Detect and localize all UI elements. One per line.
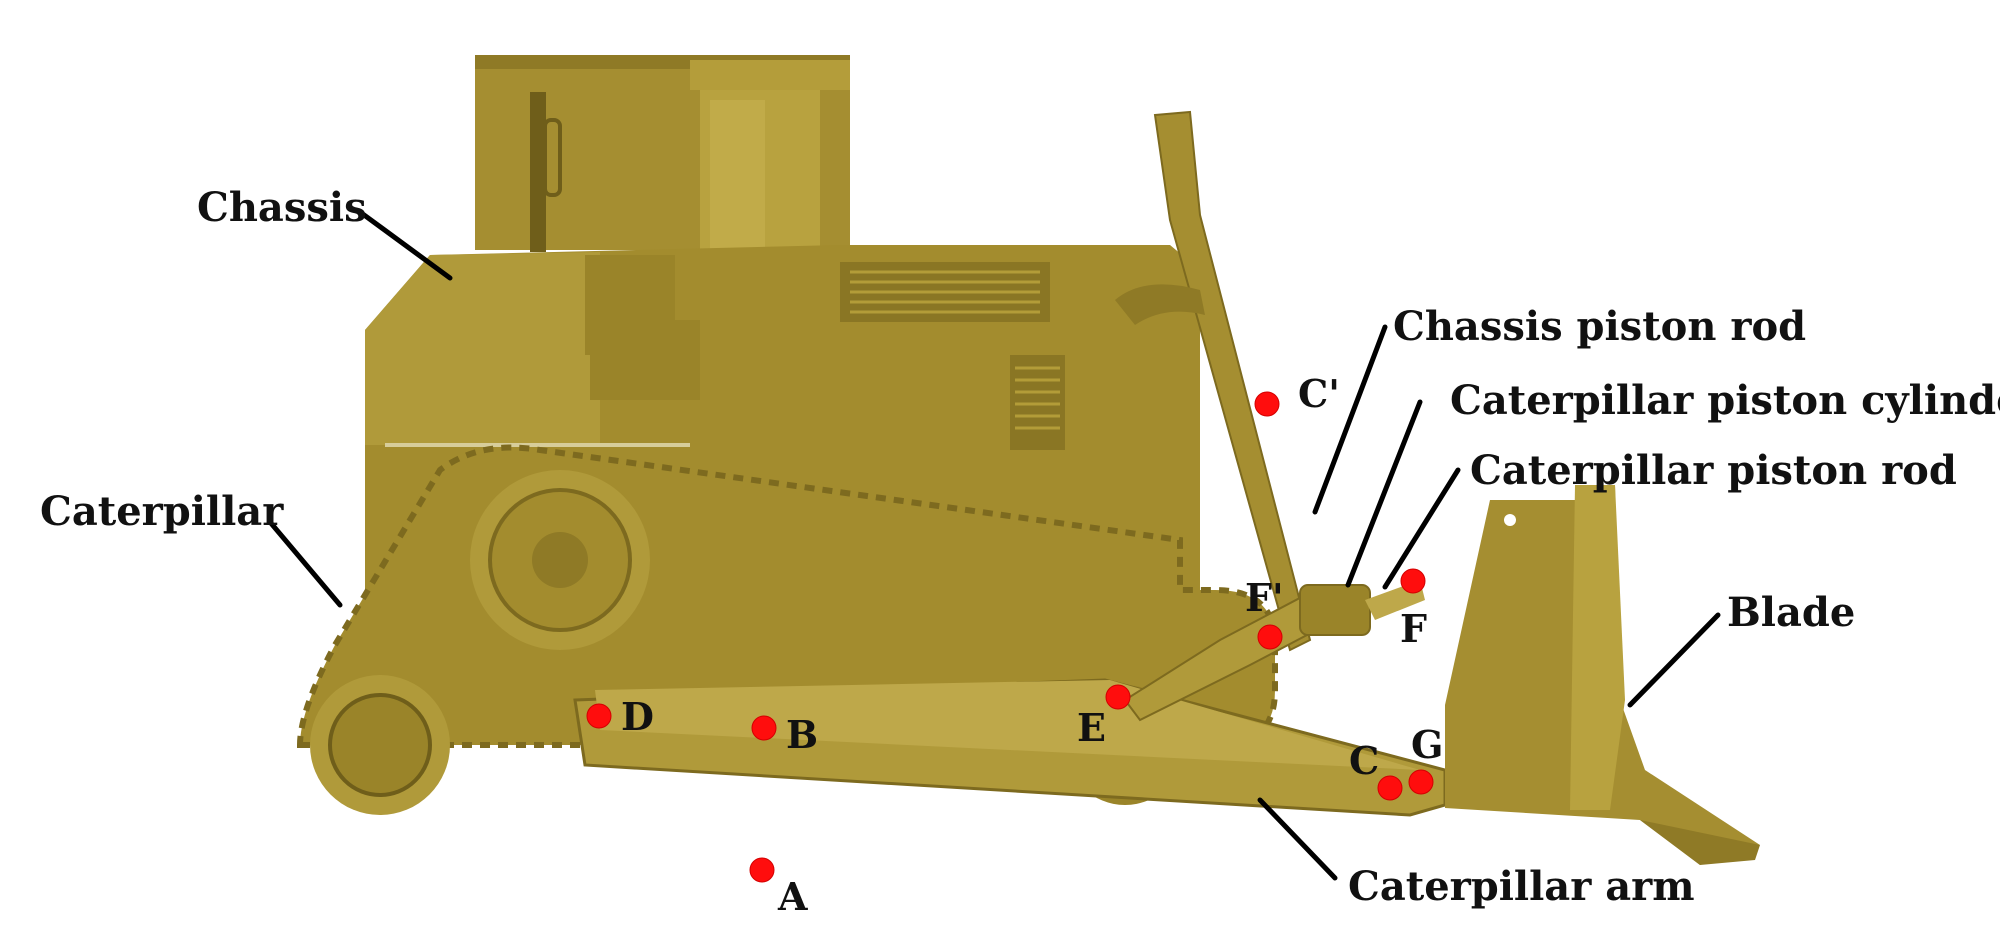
caterpillar-piston-cylinder-label: Caterpillar piston cylinder [1450, 377, 2000, 424]
chassis-piston-rod-leader [1312, 324, 1388, 515]
engine-grille [850, 270, 1040, 314]
point-marker-c-prime [1254, 391, 1280, 417]
point-marker-g [1408, 769, 1434, 795]
point-label-f-prime: F' [1245, 575, 1284, 620]
point-marker-e [1105, 684, 1131, 710]
point-label-f: F [1400, 606, 1427, 651]
point-marker-f [1400, 568, 1426, 594]
caterpillar-piston-cylinder-leader [1345, 399, 1423, 588]
caterpillar-arm-label: Caterpillar arm [1348, 863, 1695, 910]
side-vent [1015, 366, 1060, 430]
caterpillar-label: Caterpillar [40, 488, 284, 535]
bulldozer-illustration [296, 55, 1760, 865]
point-label-e: E [1077, 705, 1106, 750]
chassis-label: Chassis [197, 184, 367, 231]
cab [475, 55, 850, 255]
point-marker-d [586, 703, 612, 729]
leader-lines [267, 209, 1721, 881]
chassis-piston-rod-label: Chassis piston rod [1393, 303, 1806, 350]
point-label-a: A [777, 874, 808, 919]
point-label-b: B [786, 712, 818, 757]
part-labels: Chassis Caterpillar Chassis piston rod C… [40, 184, 2000, 910]
caterpillar-arm-leader [1257, 797, 1338, 881]
blade-label: Blade [1727, 589, 1855, 636]
caterpillar-piston-rod-leader [1382, 467, 1461, 590]
blade-shape [1445, 485, 1760, 865]
chassis-piston [1115, 110, 1312, 652]
point-label-c: C [1349, 738, 1379, 783]
blade-leader [1627, 612, 1721, 708]
point-label-c-prime: C' [1298, 371, 1340, 416]
chassis-leader [357, 209, 453, 281]
point-label-d: D [621, 694, 654, 739]
caterpillar-leader [267, 519, 343, 608]
point-marker-f-prime [1257, 624, 1283, 650]
caterpillar-piston-rod-label: Caterpillar piston rod [1470, 447, 1957, 494]
caterpillar-arm-shape [573, 678, 1447, 817]
point-letter-labels: A B C C' D E F F' G [621, 371, 1443, 919]
point-label-g: G [1411, 722, 1443, 767]
point-marker-b [751, 715, 777, 741]
point-marker-a [749, 857, 775, 883]
point-marker-c [1377, 775, 1403, 801]
point-markers [586, 391, 1434, 883]
